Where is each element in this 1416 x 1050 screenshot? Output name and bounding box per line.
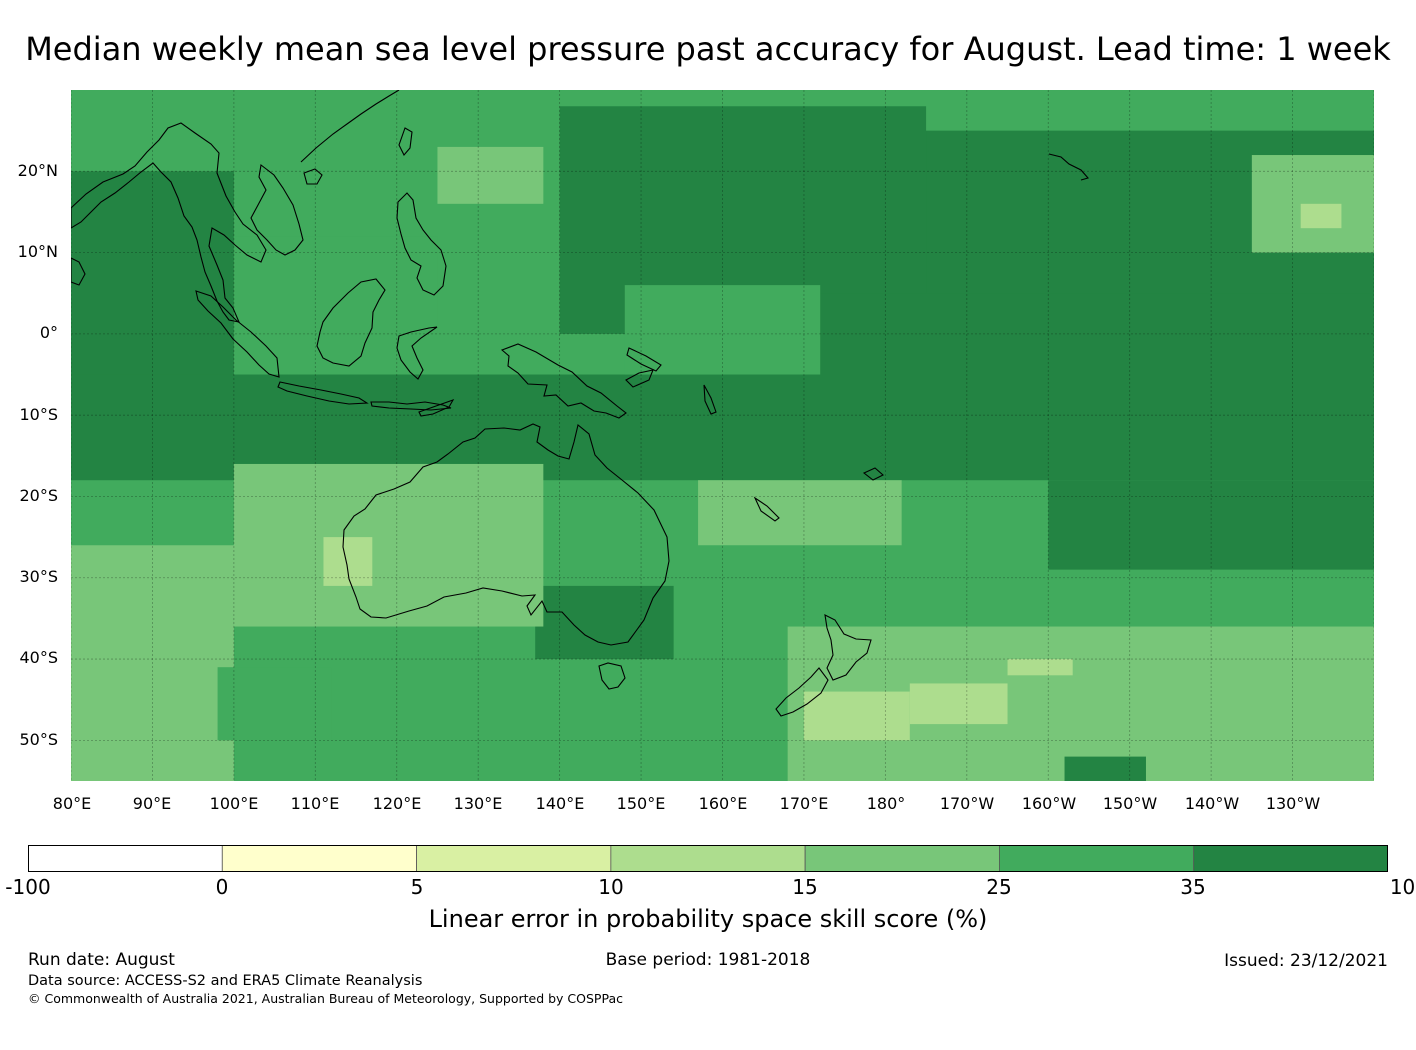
sulawesi-coastline (396, 326, 438, 380)
lat-label-10s: 10°S (19, 405, 58, 424)
data-source: Data source: ACCESS-S2 and ERA5 Climate … (28, 973, 423, 989)
colorbar-segment-10-15 (610, 845, 806, 872)
lon-label-170w: 170°W (939, 794, 995, 813)
fiji-coastline (862, 467, 884, 481)
skill-region-15-25 (698, 480, 902, 546)
lon-label-150w: 150°W (1102, 794, 1158, 813)
lon-label-160e: 160°E (698, 794, 748, 813)
colorbar-segment-5-10 (416, 845, 612, 872)
lon-label-120e: 120°E (372, 794, 422, 813)
solomon-islands-coastline (626, 347, 662, 372)
lon-label-160w: 160°W (1021, 794, 1077, 813)
colorbar-segment-0-5 (221, 845, 417, 872)
sri-lanka-coastline (71, 257, 86, 286)
lat-label-10n: 10°N (17, 242, 58, 261)
tasmania-coastline (598, 662, 626, 690)
hawaii-coastline (1048, 153, 1089, 181)
new-guinea-coastline (500, 343, 627, 419)
skill-region-25-35 (624, 285, 821, 375)
skill-region-25-35 (233, 236, 438, 334)
lat-label-40s: 40°S (19, 648, 58, 667)
colorbar-tick: 0 (215, 875, 229, 899)
lon-label-80e: 80°E (52, 794, 92, 813)
lat-label-20n: 20°N (17, 161, 58, 180)
skill-regions (71, 90, 1374, 781)
skill-region-10-15 (1300, 203, 1342, 229)
run-date: Run date: August (28, 950, 175, 970)
skill-region-15-25 (71, 594, 234, 781)
skill-score-map (71, 90, 1374, 781)
nz-south-island-coastline (775, 667, 829, 717)
skill-region-35-100 (1048, 480, 1374, 570)
colorbar-tick: 15 (792, 875, 818, 899)
copyright: © Commonwealth of Australia 2021, Austra… (28, 991, 623, 1006)
colorbar-border (28, 845, 1388, 872)
skill-region-35-100 (71, 374, 821, 481)
colorbar-segment-15-25 (804, 845, 1000, 872)
lon-label-150e: 150°E (616, 794, 666, 813)
taiwan-coastline (398, 127, 413, 156)
colorbar-tick: 5 (410, 875, 424, 899)
colorbar (28, 845, 1388, 872)
map-title: Median weekly mean sea level pressure pa… (25, 30, 1391, 68)
hainan-coastline (303, 168, 323, 185)
nz-north-island-coastline (824, 614, 872, 681)
skill-region-25-35 (217, 667, 332, 741)
lon-label-90e: 90°E (132, 794, 172, 813)
skill-region-35-100 (1064, 756, 1146, 781)
skill-region-10-15 (1007, 659, 1073, 676)
skill-region-10-15 (323, 537, 373, 586)
colorbar-tick: -100 (5, 875, 51, 899)
se-asia-coastline (71, 122, 267, 323)
lon-label-140w: 140°W (1184, 794, 1240, 813)
lon-label-110e: 110°E (290, 794, 340, 813)
skill-region-10-15 (803, 691, 910, 741)
timor-coastline (418, 398, 455, 417)
colorbar-tick: 25 (986, 875, 1012, 899)
lat-label-50s: 50°S (19, 730, 58, 749)
colorbar-tick: 100 (1389, 875, 1416, 899)
lon-label-130e: 130°E (453, 794, 503, 813)
lat-label-20s: 20°S (19, 486, 58, 505)
skill-region-35-100 (535, 585, 674, 660)
coastlines (71, 90, 1089, 717)
colorbar-segment-35-100 (1193, 845, 1388, 872)
australia-coastline (342, 423, 670, 646)
skill-region-15-25 (437, 146, 544, 204)
china-coast-coastline (300, 90, 400, 163)
lon-label-140e: 140°E (535, 794, 585, 813)
vanuatu-coastline (703, 384, 717, 415)
skill-region-15-25 (71, 545, 316, 619)
colorbar-tick: 10 (598, 875, 624, 899)
borneo-coastline (316, 278, 386, 367)
gridlines (71, 90, 1374, 781)
lon-label-170e: 170°E (779, 794, 829, 813)
skill-region-15-25 (1251, 155, 1374, 253)
lesser-sunda-coastline (370, 401, 452, 411)
new-britain-coastline (625, 369, 654, 388)
skill-region-10-15 (909, 683, 1008, 725)
colorbar-segment-25-35 (999, 845, 1195, 872)
lon-label-130w: 130°W (1265, 794, 1321, 813)
philippines-coastline (396, 192, 447, 296)
new-caledonia-coastline (753, 496, 780, 522)
base-period: Base period: 1981-2018 (605, 950, 811, 970)
java-coastline (277, 381, 369, 405)
colorbar-tick: 35 (1180, 875, 1206, 899)
lat-label-30s: 30°S (19, 567, 58, 586)
issued-date: Issued: 23/12/2021 (1224, 951, 1388, 971)
lon-label-180: 180° (866, 794, 906, 813)
colorbar-label: Linear error in probability space skill … (428, 905, 988, 933)
colorbar-segment--100-0 (28, 845, 223, 872)
skill-region-35-100 (722, 293, 1374, 481)
lat-label-0: 0° (39, 323, 58, 342)
lon-label-100e: 100°E (209, 794, 259, 813)
vietnam-coastline (250, 164, 304, 256)
sumatra-coastline (195, 290, 280, 378)
